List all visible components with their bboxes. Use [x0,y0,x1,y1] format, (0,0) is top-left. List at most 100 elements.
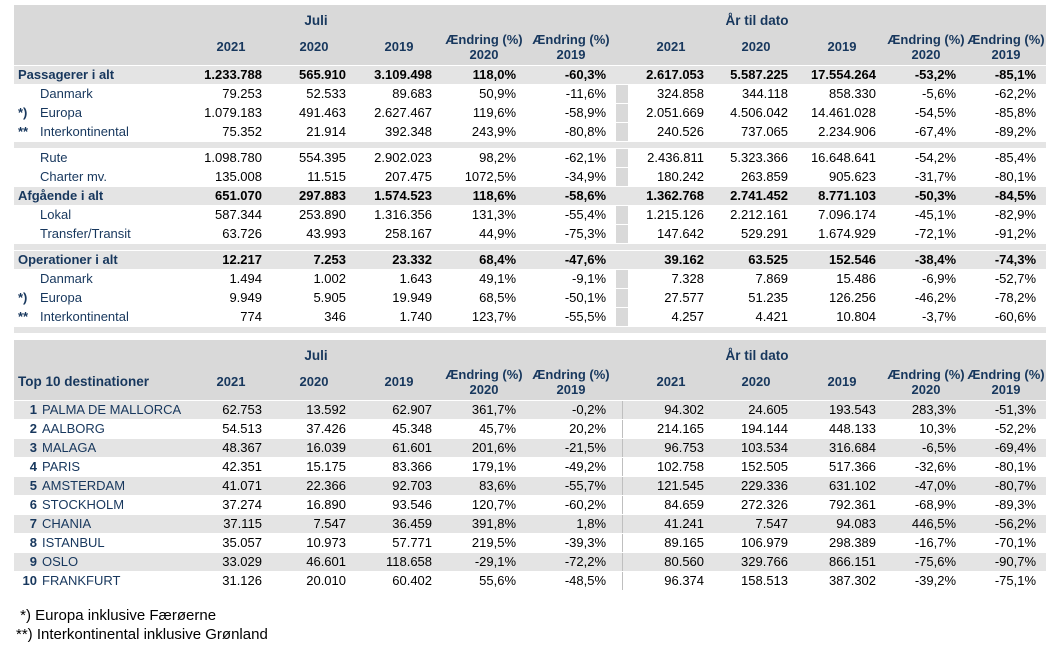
value-cell: 2.051.669 [628,102,715,122]
value-cell: 37.426 [272,418,356,438]
value-cell: -80,1% [966,166,1047,186]
section-divider [616,147,629,167]
spacer-cell [442,242,527,250]
spacer-cell [356,325,443,333]
value-cell: 96.753 [628,437,715,457]
col-header-2019-ytd: 2019 [798,29,887,65]
destination-name: ISTANBUL [42,535,105,550]
value-cell: -16,7% [886,532,967,552]
value-cell: 84.659 [628,494,715,514]
value-cell: 554.395 [272,147,356,167]
row-label-cell: *) Europa [14,102,190,122]
row-label-cell: Operationer i alt [14,249,190,269]
table-row: 4 PARIS 42.351 15.175 83.366 179,1% -49,2% 102.… [14,456,1047,476]
row-label-cell: Danmark [14,268,190,288]
value-cell: -55,5% [526,306,617,326]
section-divider [616,513,629,533]
section-divider [616,399,629,419]
value-cell: 21.914 [272,121,356,141]
value-cell: -6,9% [886,268,967,288]
value-cell: 17.554.264 [798,64,887,84]
value-cell: 179,1% [442,456,527,476]
value-cell: -48,5% [526,570,617,590]
destination-name: PARIS [42,459,81,474]
section-divider [616,551,629,571]
row-label: Interkontinental [40,309,129,324]
section-divider [616,287,629,307]
table-row: 8 ISTANBUL 35.057 10.973 57.771 219,5% -39,3% 8… [14,532,1047,552]
value-cell: 866.151 [798,551,887,571]
spacer-cell [628,140,715,148]
col-header-2021-ytd: 2021 [628,364,715,400]
spacer-cell [798,325,887,333]
table-row: Passagerer i alt 1.233.788 565.910 3.109.49… [14,64,1047,84]
section-divider [616,268,629,288]
row-label-cell: 9 OSLO [14,551,190,571]
section-divider [616,185,629,205]
value-cell: 43.993 [272,223,356,243]
spacer-cell [966,242,1047,250]
footnote-europa: *) Europa inklusive Færøerne [16,607,217,624]
table-row: ** Interkontinental 774 346 1.740 123,7% -55,5… [14,306,1047,326]
spacer-cell [14,242,190,250]
table-row: 2 AALBORG 54.513 37.426 45.348 45,7% 20,2% 214.… [14,418,1047,438]
change-header-line2: 2020 [469,46,499,62]
value-cell: 14.461.028 [798,102,887,122]
destination-rank: 4 [29,459,37,474]
value-cell: 193.543 [798,399,887,419]
spacer-cell [190,140,272,148]
value-cell: 1.316.356 [356,204,443,224]
value-cell: -75,3% [526,223,617,243]
value-cell: 102.758 [628,456,715,476]
value-cell: -9,1% [526,268,617,288]
section-divider [616,306,629,326]
value-cell: 240.526 [628,121,715,141]
value-cell: 89.165 [628,532,715,552]
section-divider [616,570,629,590]
value-cell: 62.753 [190,399,272,419]
value-cell: 94.302 [628,399,715,419]
spacer-cell [628,242,715,250]
destination-name: OSLO [42,554,79,569]
value-cell: -34,9% [526,166,617,186]
table-row: 5 AMSTERDAM 41.071 22.366 92.703 83,6% -55,7% 1… [14,475,1047,495]
value-cell: -89,2% [966,121,1047,141]
value-cell: 387.302 [798,570,887,590]
value-cell: 1.494 [190,268,272,288]
spacer-cell [190,325,272,333]
spacer-cell [442,325,527,333]
value-cell: -60,3% [526,64,617,84]
spacer-cell [714,242,799,250]
value-cell: 316.684 [798,437,887,457]
value-cell: 214.165 [628,418,715,438]
value-cell: 4.421 [714,306,799,326]
value-cell: 147.642 [628,223,715,243]
destination-name: FRANKFURT [42,573,121,589]
value-cell: 20,2% [526,418,617,438]
section-divider [616,64,629,84]
value-cell: 37.274 [190,494,272,514]
value-cell: 94.083 [798,513,887,533]
col-header-change-2019-ytd: Ændring (%) 2019 [966,364,1047,400]
value-cell: -45,1% [886,204,967,224]
value-cell: 10.804 [798,306,887,326]
value-cell: 2.902.023 [356,147,443,167]
destination-name: CHANIA [42,516,92,531]
value-cell: 50,9% [442,83,527,103]
value-cell: -82,9% [966,204,1047,224]
period-header-ytd: År til dato [628,5,887,29]
value-cell: 131,3% [442,204,527,224]
value-cell: 15.175 [272,456,356,476]
row-label: Danmark [40,86,93,101]
value-cell: 737.065 [714,121,799,141]
value-cell: 9.949 [190,287,272,307]
value-cell: 135.008 [190,166,272,186]
value-cell: 491.463 [272,102,356,122]
value-cell: -51,3% [966,399,1047,419]
col-header-2019-ytd: 2019 [798,364,887,400]
value-cell: 57.771 [356,532,443,552]
value-cell: 13.592 [272,399,356,419]
row-label-cell: Afgående i alt [14,185,190,205]
value-cell: -32,6% [886,456,967,476]
